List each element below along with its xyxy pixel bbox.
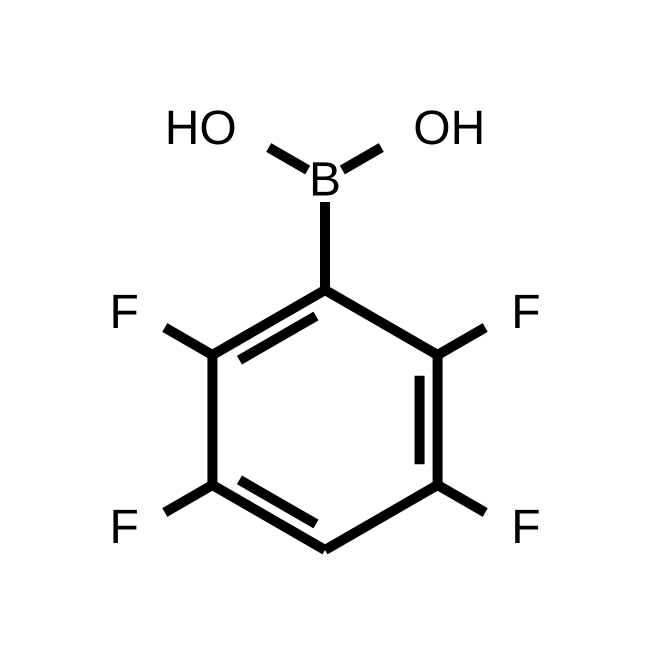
boron-label: B xyxy=(309,154,341,207)
hydroxyl-right-label: OH xyxy=(413,102,485,155)
fluorine-6-label: F xyxy=(109,286,138,339)
chemical-structure: B HO OH F F F F xyxy=(0,0,650,650)
fluorine-2-label: F xyxy=(511,286,540,339)
hydroxyl-left-label: HO xyxy=(165,102,237,155)
fluorine-3-label: F xyxy=(511,501,540,554)
fluorine-5-label: F xyxy=(109,501,138,554)
